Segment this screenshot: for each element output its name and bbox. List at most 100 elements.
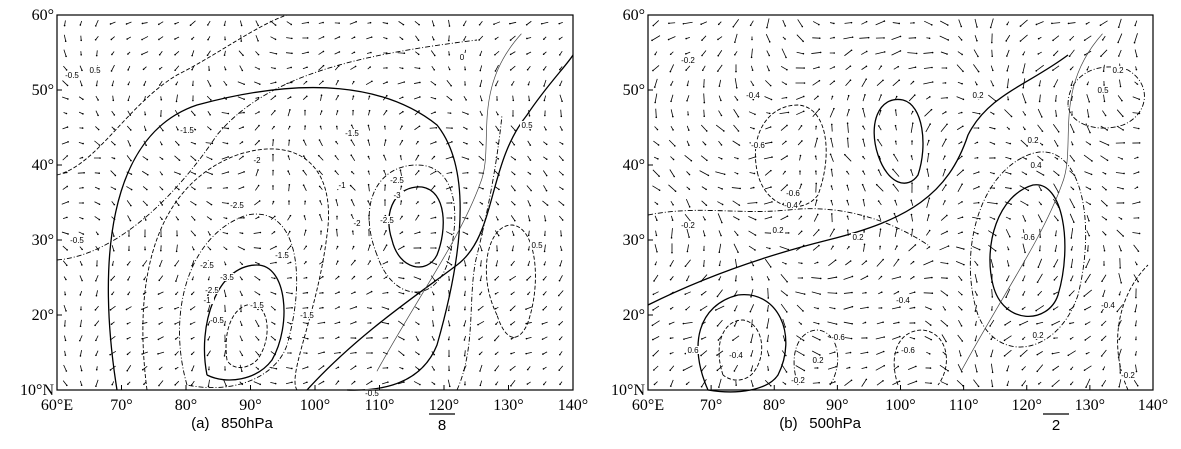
wind-vector-head — [881, 291, 883, 293]
wind-vector-head — [65, 310, 67, 312]
wind-vector-head — [1005, 296, 1007, 298]
wind-vector-head — [435, 141, 437, 143]
wind-vector-head — [560, 116, 562, 118]
wind-vector-head — [146, 189, 148, 191]
wind-vector-head — [1089, 144, 1091, 146]
map-panel: 0-0.50.5-1.5-1.50.5-2-2.5-3-2.5-2.5-0.5-… — [20, 7, 588, 434]
wind-vector-head — [160, 115, 162, 117]
wind-vector-head — [433, 339, 435, 341]
wind-vector-head — [882, 321, 884, 323]
wind-vector-head — [1088, 235, 1090, 237]
wind-vector — [63, 381, 67, 386]
wind-vector — [924, 278, 932, 279]
wind-vector — [989, 127, 994, 128]
wind-vector-head — [834, 351, 836, 353]
wind-vector-head — [291, 368, 293, 370]
wind-vector-head — [1010, 188, 1012, 190]
wind-vector-head — [836, 292, 838, 294]
wind-vector-head — [339, 352, 341, 354]
wind-vector — [671, 380, 673, 386]
wind-vector-head — [990, 338, 992, 340]
wind-vector-head — [963, 264, 965, 266]
wind-vector-head — [194, 143, 196, 145]
contour-label: -2.5 — [230, 201, 244, 210]
wind-vector-head — [141, 54, 143, 56]
wind-vector-head — [418, 54, 420, 56]
wind-vector-head — [976, 281, 978, 283]
wind-vector — [208, 80, 211, 86]
wind-vector-head — [322, 22, 324, 24]
wind-vector-head — [82, 143, 84, 145]
wind-vector-head — [66, 113, 68, 115]
wind-vector-head — [419, 125, 421, 127]
wind-vector — [733, 336, 739, 340]
wind-vector-head — [274, 309, 276, 311]
wind-vector — [925, 336, 931, 339]
wind-vector-head — [932, 52, 934, 54]
wind-vector-head — [1071, 84, 1073, 86]
wind-vector-head — [306, 381, 308, 383]
wind-vector — [878, 140, 882, 146]
wind-vector — [561, 110, 562, 117]
wind-vector-head — [716, 354, 718, 356]
wind-vector-head — [687, 251, 689, 253]
wind-vector — [415, 36, 418, 40]
wind-vector-head — [914, 322, 916, 324]
wind-vector-head — [1088, 101, 1090, 103]
wind-vector-head — [224, 324, 226, 326]
wind-vector-head — [560, 235, 562, 237]
wind-vector — [654, 275, 658, 281]
wind-vector — [845, 23, 852, 24]
wind-vector-head — [651, 40, 653, 42]
coastline — [961, 34, 1102, 372]
wind-vector — [656, 109, 657, 118]
wind-vector — [844, 322, 852, 324]
wind-vector — [1071, 276, 1073, 281]
wind-vector-head — [978, 71, 980, 73]
wind-vector-head — [387, 337, 389, 339]
wind-vector-head — [369, 66, 371, 68]
wind-vector-head — [992, 266, 994, 268]
wind-vector — [876, 21, 885, 25]
wind-vector-head — [979, 249, 981, 251]
wind-vector-head — [833, 80, 835, 82]
wind-vector — [1102, 380, 1106, 386]
wind-vector — [652, 36, 660, 41]
wind-vector-head — [257, 40, 259, 42]
wind-vector-head — [174, 38, 176, 40]
wind-vector-head — [371, 337, 373, 339]
wind-vector-head — [852, 36, 854, 38]
wind-vector-head — [322, 337, 324, 339]
wind-vector-head — [928, 140, 930, 142]
wind-vector — [239, 51, 243, 56]
x-tick-label: 110° — [365, 397, 395, 414]
wind-vector-head — [833, 228, 835, 230]
wind-vector — [111, 171, 116, 176]
wind-vector-head — [210, 187, 212, 189]
wind-vector-head — [946, 123, 948, 125]
wind-vector-head — [915, 66, 917, 68]
wind-vector-head — [804, 82, 806, 84]
wind-vector-head — [211, 173, 213, 175]
x-tick-label: 120° — [429, 397, 459, 414]
wind-vector-head — [98, 172, 100, 174]
wind-vector-head — [718, 251, 720, 253]
wind-vector-head — [895, 109, 897, 111]
wind-vector — [207, 201, 212, 204]
wind-vector-head — [419, 82, 421, 84]
wind-vector — [495, 366, 499, 371]
wind-vector-head — [479, 294, 481, 296]
contour-label: 0.2 — [772, 226, 784, 235]
wind-vector-head — [893, 184, 895, 186]
wind-vector-head — [319, 186, 321, 188]
wind-vector-head — [1102, 39, 1104, 41]
wind-vector-head — [418, 308, 420, 310]
wind-vector — [1004, 110, 1011, 117]
wind-vector — [559, 366, 563, 370]
wind-vector — [63, 261, 67, 266]
wind-vector-head — [290, 262, 292, 264]
wind-vector — [560, 95, 562, 101]
wind-vector — [927, 154, 928, 162]
wind-vector — [862, 261, 867, 265]
wind-vector-head — [257, 169, 259, 171]
